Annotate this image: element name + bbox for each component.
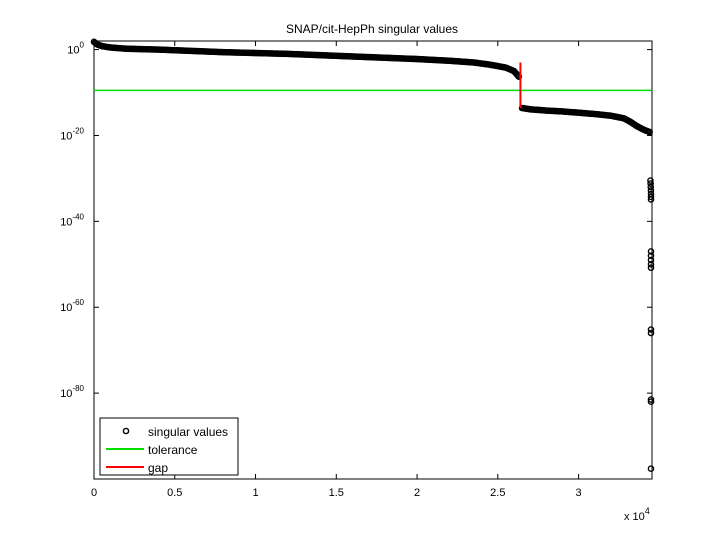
singular-value-point (647, 329, 655, 337)
singular-value-point (647, 252, 655, 260)
y-tick-label: 10-40 (60, 212, 84, 228)
singular-value-point (647, 398, 655, 406)
y-tick-label: 10-60 (60, 298, 84, 314)
chart-title: SNAP/cit-HepPh singular values (286, 22, 458, 36)
singular-value-point (647, 187, 655, 194)
legend-marker-singular-values (122, 427, 130, 435)
x-tick-label: 0.5 (167, 487, 182, 499)
legend-label-tolerance: tolerance (148, 443, 198, 457)
x-scale-multiplier: x 104 (624, 506, 650, 523)
legend-box (99, 417, 239, 476)
legend-label-singular-values: singular values (148, 425, 228, 439)
singular-value-point (647, 256, 655, 264)
x-tick-label: 0 (91, 487, 97, 499)
singular-value-point (647, 180, 654, 187)
singular-value-point (647, 183, 655, 191)
axes-frame (93, 40, 653, 480)
plot-area: 0 0.5 1 1.5 2 2.5 3 100 10-20 10-40 10-60 10-80 (60, 38, 655, 499)
y-ticks: 100 10-20 10-40 10-60 10-80 (60, 41, 652, 400)
x-scale-exponent: 4 (645, 506, 650, 516)
singular-value-point (647, 326, 655, 333)
singular-value-point (647, 196, 655, 203)
x-ticks: 0 0.5 1 1.5 2 2.5 3 (91, 41, 582, 499)
singular-value-point (647, 396, 655, 403)
singular-value-point (647, 465, 655, 472)
singular-value-point (647, 193, 655, 201)
singular-values-layer (90, 38, 655, 472)
legend: singular values tolerance gap (99, 417, 239, 476)
x-tick-label: 3 (576, 487, 582, 499)
singular-value-point (647, 177, 654, 184)
singular-value-point (646, 128, 653, 136)
singular-value-point (647, 264, 655, 272)
y-tick-label: 10-80 (60, 384, 84, 400)
y-tick-label: 100 (67, 41, 84, 57)
x-scale-base: x 10 (624, 511, 645, 523)
singular-value-point (647, 260, 655, 268)
x-tick-label: 2 (414, 487, 420, 499)
legend-label-gap: gap (148, 461, 168, 475)
x-tick-label: 2.5 (490, 487, 505, 499)
x-tick-label: 1.5 (329, 487, 344, 499)
x-tick-label: 1 (252, 487, 258, 499)
y-tick-label: 10-20 (60, 126, 84, 142)
singular-value-point (647, 248, 655, 255)
